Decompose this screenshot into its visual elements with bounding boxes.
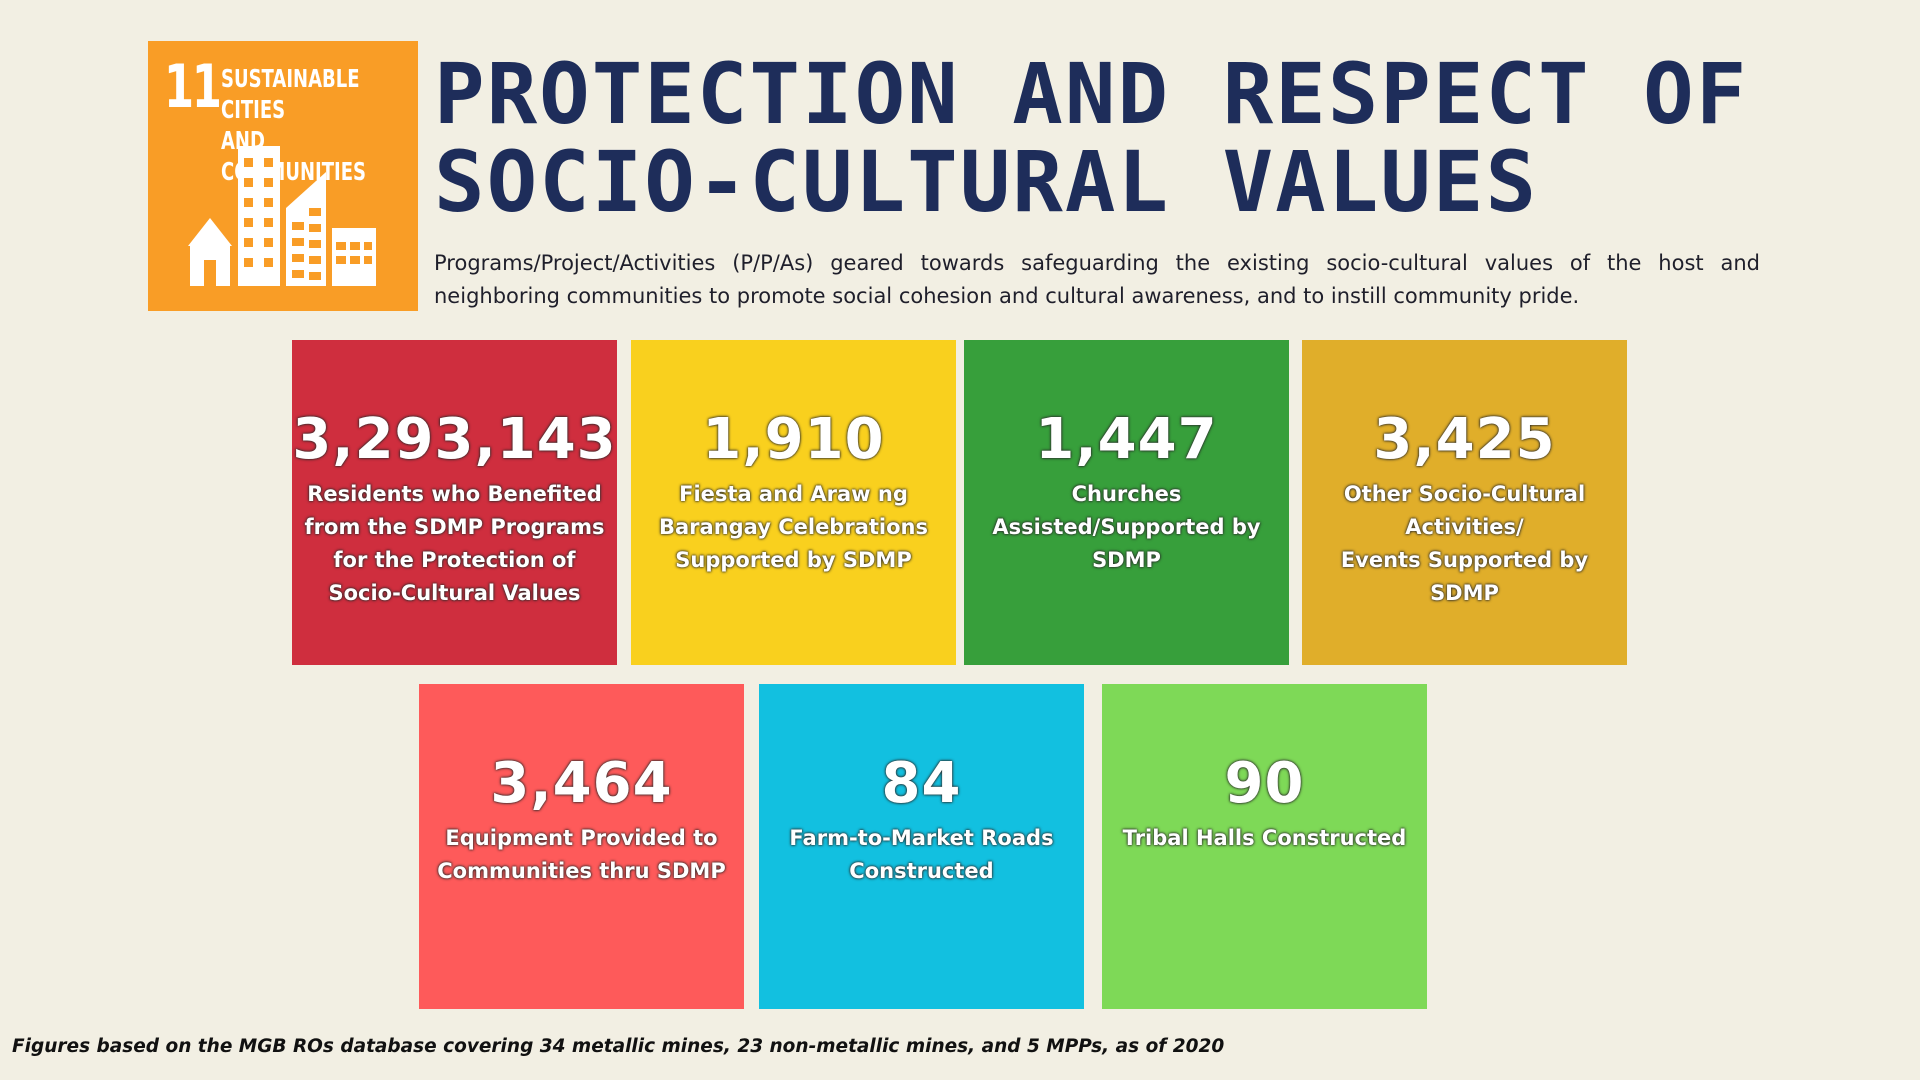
stat-value: 1,447 xyxy=(1035,407,1218,472)
stat-label: Churches Assisted/Supported by SDMP xyxy=(992,482,1261,572)
stat-value: 3,293,143 xyxy=(292,407,617,472)
page-title: PROTECTION AND RESPECT OF SOCIO-CULTURAL… xyxy=(434,50,1834,226)
stat-card-roads: 84 Farm-to-Market Roads Constructed xyxy=(759,684,1084,1009)
description: Programs/Project/Activities (P/P/As) gea… xyxy=(434,251,1760,308)
stat-card-fiesta: 1,910 Fiesta and Araw ng Barangay Celebr… xyxy=(631,340,956,665)
stat-card-churches: 1,447 Churches Assisted/Supported by SDM… xyxy=(964,340,1289,665)
stat-label: Residents who Benefited from the SDMP Pr… xyxy=(304,482,605,605)
stat-value: 84 xyxy=(881,751,962,816)
sdg-goal-number: 11 xyxy=(164,52,222,122)
stat-value: 3,464 xyxy=(490,751,673,816)
stat-card-residents: 3,293,143 Residents who Benefited from t… xyxy=(292,340,617,665)
stat-label: Tribal Halls Constructed xyxy=(1122,826,1407,850)
stat-label: Other Socio-Cultural Activities/ Events … xyxy=(1340,482,1589,605)
stat-card-equipment: 3,464 Equipment Provided to Communities … xyxy=(419,684,744,1009)
stat-value: 1,910 xyxy=(702,407,885,472)
stat-card-other-activities: 3,425 Other Socio-Cultural Activities/ E… xyxy=(1302,340,1627,665)
stat-value: 3,425 xyxy=(1373,407,1556,472)
stat-label: Equipment Provided to Communities thru S… xyxy=(437,826,726,883)
stat-label: Farm-to-Market Roads Constructed xyxy=(789,826,1054,883)
stat-label: Fiesta and Araw ng Barangay Celebrations… xyxy=(659,482,928,572)
footnote: Figures based on the MGB ROs database co… xyxy=(12,1036,1225,1057)
stat-value: 90 xyxy=(1224,751,1305,816)
stat-card-tribal-halls: 90 Tribal Halls Constructed xyxy=(1102,684,1427,1009)
page-title-line2: SOCIO-CULTURAL VALUES xyxy=(434,133,1539,231)
sdg-badge: 11 SUSTAINABLE CITIES AND COMMUNITIES xyxy=(148,41,418,311)
city-buildings-icon xyxy=(188,146,376,286)
page-title-line1: PROTECTION AND RESPECT OF xyxy=(434,45,1749,143)
sdg-goal-title-line1: SUSTAINABLE CITIES xyxy=(221,64,360,124)
